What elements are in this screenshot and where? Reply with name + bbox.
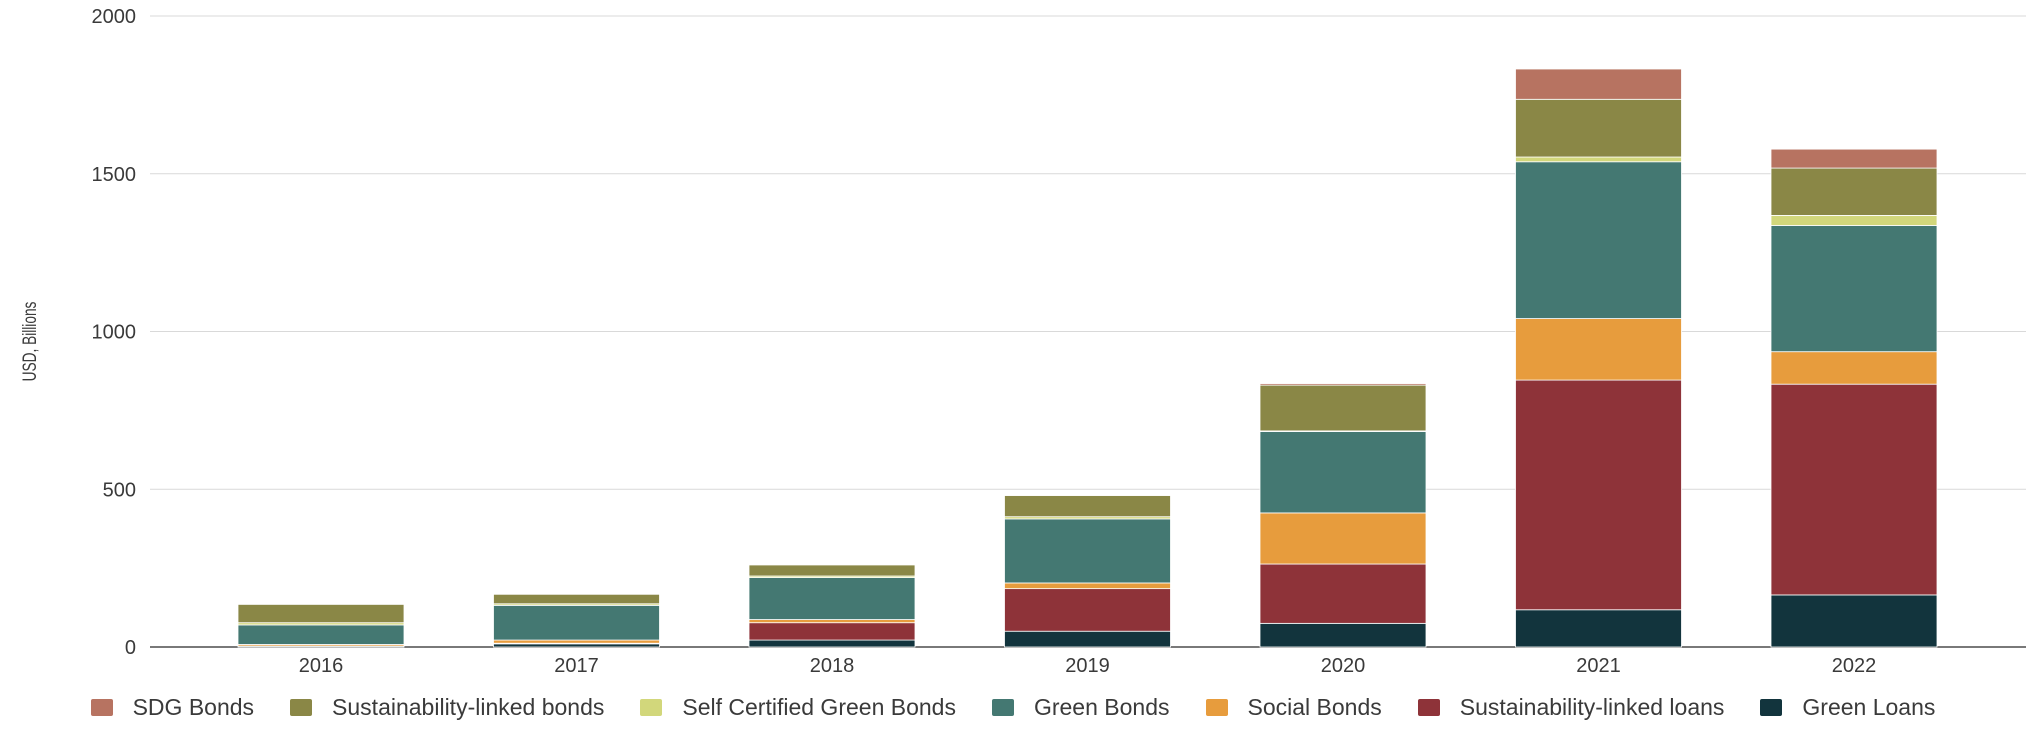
y-tick-label: 1000 <box>92 322 137 344</box>
bar-segment-green-loans <box>1259 622 1427 648</box>
y-tick-label: 2000 <box>92 6 137 28</box>
x-tick-label: 2019 <box>1065 655 1110 677</box>
bar-segment-green-loans <box>493 643 660 648</box>
legend-swatch <box>90 698 113 716</box>
legend-label: Sustainability-linked bonds <box>332 693 605 720</box>
y-tick-label: 0 <box>125 637 136 659</box>
legend-swatch <box>1417 698 1440 716</box>
legend-label: Sustainability-linked loans <box>1459 693 1725 720</box>
bar-segment-social-bonds <box>493 639 660 644</box>
bar-segment-green-loans <box>748 639 916 648</box>
bar-segment-sdg-bonds <box>1770 148 1938 169</box>
x-tick-label: 2022 <box>1832 655 1877 677</box>
bar-segment-sustainability-linked-bonds <box>1515 98 1682 158</box>
x-tick-label: 2021 <box>1576 655 1621 677</box>
x-tick-label: 2020 <box>1321 655 1366 677</box>
legend-swatch <box>290 698 313 716</box>
bar-segment-social-bonds <box>1770 351 1938 385</box>
x-tick-label: 2017 <box>554 655 599 677</box>
bar-segment-green-bonds <box>1004 518 1171 584</box>
bar-segment-green-loans <box>1770 594 1938 648</box>
y-axis-label: USD, Billions <box>19 302 41 382</box>
bar-segment-green-loans <box>1515 609 1682 648</box>
bar-segment-social-bonds <box>1259 512 1427 565</box>
bar-segment-self-certified-green-bonds <box>1515 156 1682 163</box>
legend-label: Green Bonds <box>1033 693 1170 720</box>
stacked-bar-chart: 0 500 1000 1500 2000 USD, Billions 2016 2017 201… <box>19 6 2026 677</box>
bar-segment-sustainability-linked-loans <box>748 622 916 641</box>
bar-segment-green-bonds <box>1259 431 1427 514</box>
bar-segment-sustainability-linked-bonds <box>493 593 660 605</box>
bar-segment-sustainability-linked-loans <box>1259 563 1427 624</box>
bar-segment-social-bonds <box>748 619 916 624</box>
legend-swatch <box>640 698 663 716</box>
bar-segment-green-bonds <box>493 604 660 641</box>
legend-item: Sustainability-linked loans <box>1417 693 1725 720</box>
legend-swatch <box>1760 698 1783 716</box>
bar-segment-sustainability-linked-loans <box>1515 379 1682 611</box>
bar-segment-self-certified-green-bonds <box>1770 214 1938 226</box>
legend-swatch <box>1205 698 1228 716</box>
y-tick-label: 1500 <box>92 164 137 186</box>
y-tick-label: 500 <box>103 479 136 501</box>
bar-segment-sustainability-linked-bonds <box>1259 384 1427 432</box>
bar-segment-sdg-bonds <box>1259 383 1427 386</box>
legend-label: Self Certified Green Bonds <box>682 693 956 720</box>
bar-segment-sustainability-linked-bonds <box>748 564 916 577</box>
legend-item: Self Certified Green Bonds <box>640 694 956 720</box>
legend-swatch <box>991 698 1014 716</box>
legend-item: SDG Bonds <box>90 693 255 720</box>
x-tick-label: 2016 <box>299 655 344 677</box>
legend-label: Green Loans <box>1802 693 1936 720</box>
bar-segment-sustainability-linked-bonds <box>1004 495 1171 518</box>
legend-item: Green Bonds <box>991 693 1170 720</box>
bar-segment-sustainability-linked-bonds <box>237 604 405 624</box>
legend-label: Social Bonds <box>1247 693 1382 720</box>
bar-segment-sustainability-linked-loans <box>1004 588 1171 632</box>
legend-item: Social Bonds <box>1205 693 1382 720</box>
x-tick-label: 2018 <box>810 655 855 677</box>
legend-label: SDG Bonds <box>132 693 255 720</box>
legend-item: Green Loans <box>1760 694 1935 720</box>
bar-segment-green-bonds <box>237 624 405 645</box>
bar-segment-green-bonds <box>1515 161 1682 319</box>
bar-segment-green-loans <box>1004 630 1171 648</box>
bar-segment-sustainability-linked-bonds <box>1770 167 1938 216</box>
bar-segment-green-bonds <box>1770 225 1938 353</box>
chart-legend: SDG Bonds Sustainability-linked bonds Self… <box>0 694 2026 720</box>
bar-segment-social-bonds <box>1004 582 1171 590</box>
bar-segment-sdg-bonds <box>1515 68 1682 100</box>
legend-item: Sustainability-linked bonds <box>290 694 604 720</box>
bar-segment-green-bonds <box>748 577 916 620</box>
bar-segment-sustainability-linked-loans <box>1770 383 1938 596</box>
bar-segment-social-bonds <box>1515 318 1682 381</box>
